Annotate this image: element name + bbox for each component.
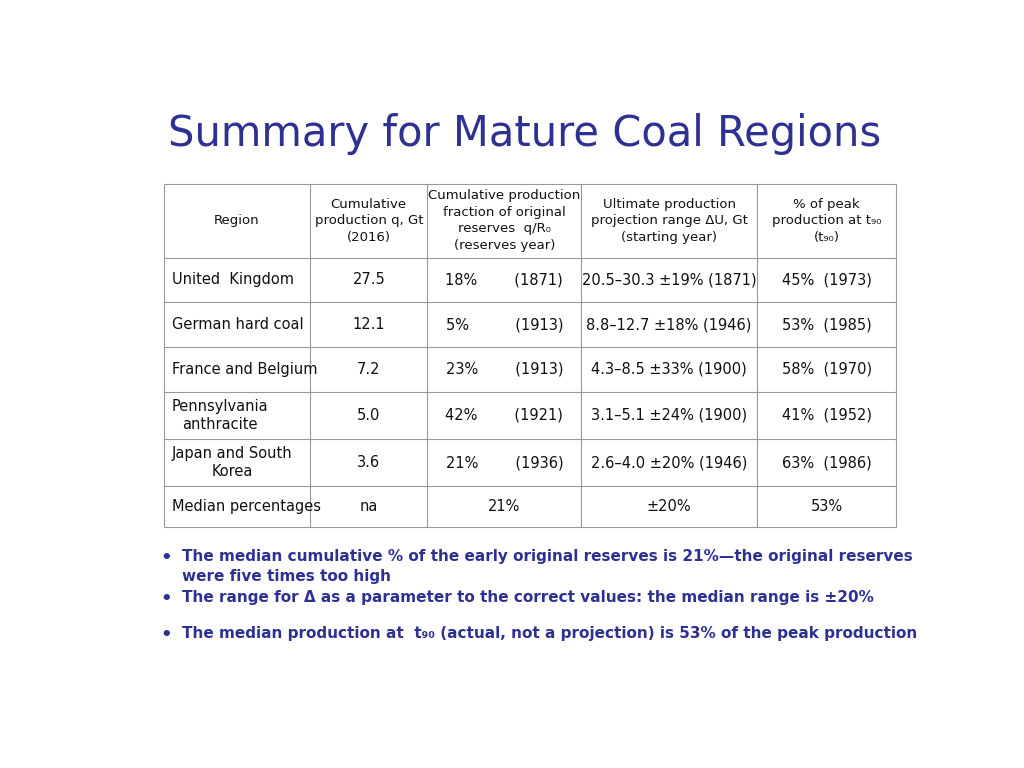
- Text: % of peak
production at t₉₀
(t₉₀): % of peak production at t₉₀ (t₉₀): [772, 197, 882, 243]
- Text: 3.1–5.1 ±24% (1900): 3.1–5.1 ±24% (1900): [591, 408, 748, 423]
- Text: Median percentages: Median percentages: [172, 499, 321, 514]
- Text: 21%        (1936): 21% (1936): [445, 455, 563, 470]
- Text: 7.2: 7.2: [357, 362, 381, 377]
- Text: 53%  (1985): 53% (1985): [781, 317, 871, 333]
- Text: German hard coal: German hard coal: [172, 317, 303, 333]
- Text: •: •: [161, 626, 172, 644]
- Text: 53%: 53%: [811, 499, 843, 514]
- Text: Japan and South
Korea: Japan and South Korea: [172, 445, 292, 479]
- Text: The median cumulative % of the early original reserves is 21%—the original reser: The median cumulative % of the early ori…: [182, 548, 912, 584]
- Text: 4.3–8.5 ±33% (1900): 4.3–8.5 ±33% (1900): [591, 362, 746, 377]
- Text: Cumulative
production q, Gt
(2016): Cumulative production q, Gt (2016): [314, 197, 423, 243]
- Text: United  Kingdom: United Kingdom: [172, 273, 294, 287]
- Text: 58%  (1970): 58% (1970): [781, 362, 871, 377]
- Text: 23%        (1913): 23% (1913): [445, 362, 563, 377]
- Text: Ultimate production
projection range ΔU, Gt
(starting year): Ultimate production projection range ΔU,…: [591, 197, 748, 243]
- Text: 45%  (1973): 45% (1973): [781, 273, 871, 287]
- Text: 42%        (1921): 42% (1921): [445, 408, 563, 423]
- Text: 18%        (1871): 18% (1871): [445, 273, 563, 287]
- Text: 27.5: 27.5: [352, 273, 385, 287]
- Text: 3.6: 3.6: [357, 455, 380, 470]
- Text: Region: Region: [214, 214, 260, 227]
- Text: Cumulative production
fraction of original
reserves  q/R₀
(reserves year): Cumulative production fraction of origin…: [428, 190, 581, 252]
- Text: France and Belgium: France and Belgium: [172, 362, 317, 377]
- Text: 63%  (1986): 63% (1986): [781, 455, 871, 470]
- Text: 5.0: 5.0: [357, 408, 381, 423]
- Text: •: •: [161, 590, 172, 608]
- Text: 8.8–12.7 ±18% (1946): 8.8–12.7 ±18% (1946): [587, 317, 752, 333]
- Text: •: •: [161, 548, 172, 567]
- Text: na: na: [359, 499, 378, 514]
- Text: The range for Δ as a parameter to the correct values: the median range is ±20%: The range for Δ as a parameter to the co…: [182, 590, 873, 605]
- Text: 5%          (1913): 5% (1913): [445, 317, 563, 333]
- Text: Summary for Mature Coal Regions: Summary for Mature Coal Regions: [168, 113, 882, 155]
- Text: 12.1: 12.1: [352, 317, 385, 333]
- Text: 20.5–30.3 ±19% (1871): 20.5–30.3 ±19% (1871): [582, 273, 757, 287]
- Text: The median production at  t₉₀ (actual, not a projection) is 53% of the peak prod: The median production at t₉₀ (actual, no…: [182, 626, 918, 641]
- Text: ±20%: ±20%: [647, 499, 691, 514]
- Text: 21%: 21%: [488, 499, 520, 514]
- Text: 2.6–4.0 ±20% (1946): 2.6–4.0 ±20% (1946): [591, 455, 748, 470]
- Text: Pennsylvania
anthracite: Pennsylvania anthracite: [172, 399, 268, 432]
- Text: 41%  (1952): 41% (1952): [781, 408, 871, 423]
